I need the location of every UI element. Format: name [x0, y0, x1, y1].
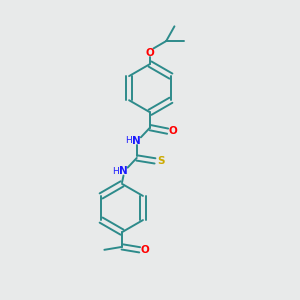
- Text: N: N: [132, 136, 141, 146]
- Text: S: S: [157, 156, 165, 166]
- Text: H: H: [125, 136, 132, 146]
- Text: O: O: [169, 126, 177, 136]
- Text: O: O: [146, 48, 154, 58]
- Text: N: N: [119, 166, 128, 176]
- Text: H: H: [112, 167, 119, 176]
- Text: O: O: [141, 245, 149, 255]
